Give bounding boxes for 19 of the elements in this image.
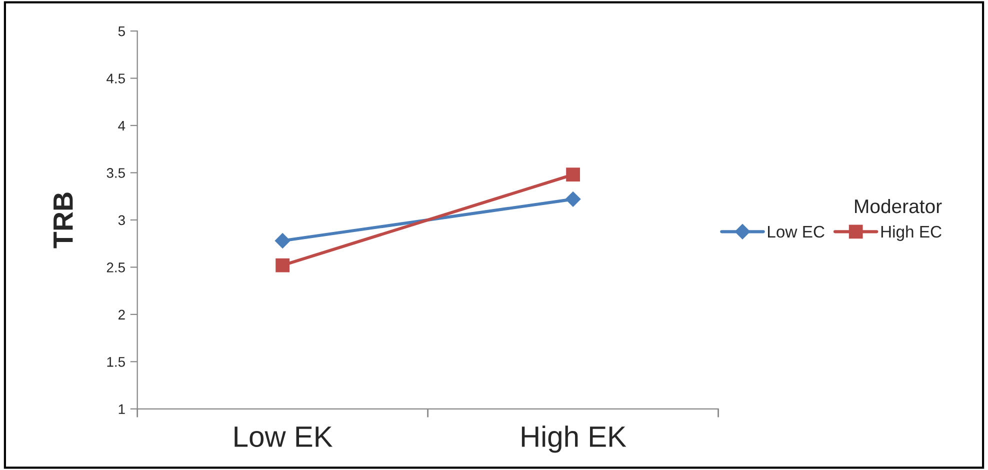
y-axis-title: TRB <box>54 192 73 248</box>
x-tick-label: High EK <box>522 426 626 453</box>
y-tick-label: 5 <box>118 26 125 36</box>
legend-label: High EC <box>881 225 942 241</box>
y-tick-label: 1 <box>118 404 125 414</box>
y-tick-label: 2.5 <box>106 262 125 272</box>
legend-title: Moderator <box>855 198 942 214</box>
y-tick-label: 4 <box>118 120 126 131</box>
point <box>566 168 580 182</box>
legend-label: Low EC <box>768 226 824 238</box>
point <box>276 258 290 272</box>
y-tick-label: 1.5 <box>107 357 125 367</box>
x-tick-label: Low EK <box>234 426 332 447</box>
y-tick-label: 3 <box>118 215 125 226</box>
y-tick-label: 4.5 <box>106 74 125 84</box>
point <box>565 192 581 207</box>
y-tick-label: 2 <box>118 310 125 320</box>
y-tick-label: 3.5 <box>106 168 125 178</box>
point <box>275 233 290 248</box>
